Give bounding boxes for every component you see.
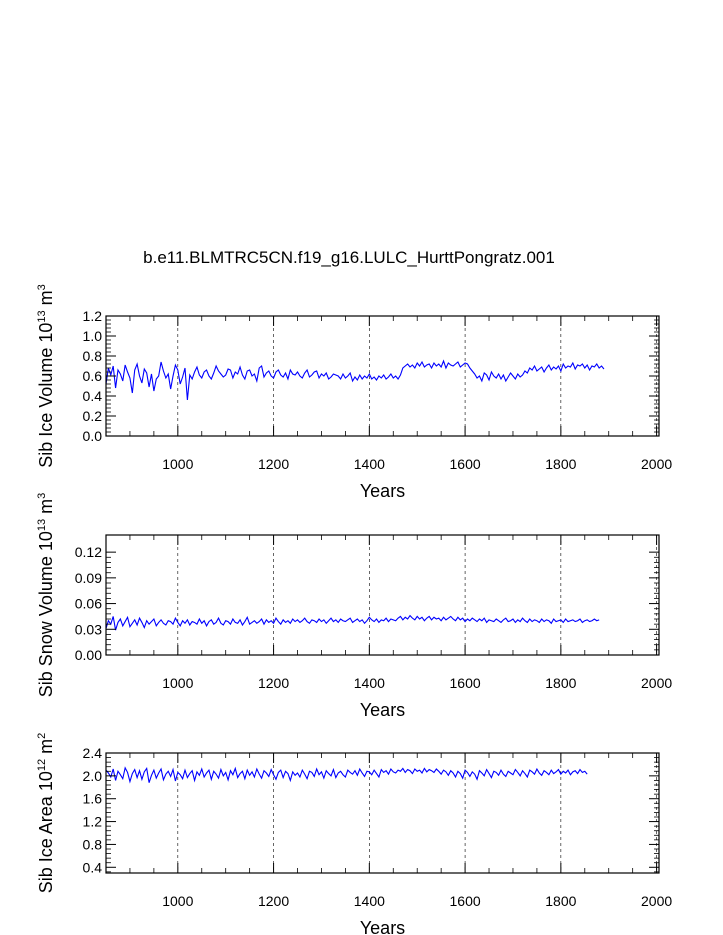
y-tick-label: 1.2: [83, 308, 103, 324]
y-tick-label: 0.4: [83, 859, 103, 875]
x-tick-label: 1800: [545, 456, 576, 472]
y-tick-label: 0.0: [83, 428, 103, 444]
x-tick-label: 1200: [258, 675, 289, 691]
y-axis-label: Sib Ice Volume 1013 m3: [36, 284, 56, 467]
plot-frame: [105, 534, 660, 656]
y-tick-label: 0.2: [83, 408, 103, 424]
y-tick-label: 2.0: [83, 768, 103, 784]
x-tick-label: 1800: [545, 675, 576, 691]
data-series-line: [105, 614, 600, 631]
y-tick-label: 0.8: [83, 836, 103, 852]
x-tick-label: 1600: [450, 893, 481, 909]
x-tick-label: 1000: [162, 675, 193, 691]
x-tick-label: 1800: [545, 893, 576, 909]
x-tick-label: 2000: [641, 675, 672, 691]
x-tick-label: 1000: [162, 893, 193, 909]
x-axis-label: Years: [360, 700, 405, 720]
x-tick-label: 2000: [641, 893, 672, 909]
chart-panels: 1000 1200 1400 1600 1800 20000.00.20.40.60.81…: [36, 284, 672, 935]
y-tick-label: 0.03: [75, 621, 102, 637]
y-tick-label: 0.12: [75, 544, 102, 560]
y-tick-label: 0.06: [75, 596, 102, 612]
y-tick-label: 0.00: [75, 647, 102, 663]
x-axis-label: Years: [360, 481, 405, 501]
x-tick-label: 1400: [354, 893, 385, 909]
y-tick-label: 1.2: [83, 814, 103, 830]
x-tick-label: 1400: [354, 456, 385, 472]
plot-frame: [105, 752, 660, 874]
y-tick-label: 0.09: [75, 570, 102, 586]
x-tick-label: 1600: [450, 456, 481, 472]
x-tick-label: 1600: [450, 675, 481, 691]
y-tick-label: 2.4: [83, 745, 103, 761]
y-tick-label: 0.6: [83, 368, 103, 384]
chart-panel-2: 1000 1200 1400 1600 1800 2000 0.00 0.03 0.06 0.09…: [36, 493, 672, 720]
chart-panel-1: 1000 1200 1400 1600 1800 2000 0.0 0.2 0.4 0.6 0.8 1…: [36, 284, 672, 501]
data-series-line: [105, 766, 588, 784]
x-tick-label: 1400: [354, 675, 385, 691]
y-axis-label: Sib Ice Area 1012 m2: [36, 733, 56, 893]
data-series-line: [105, 359, 605, 401]
y-tick-label: 0.4: [83, 388, 103, 404]
x-tick-label: 1200: [258, 893, 289, 909]
x-tick-label: 2000: [641, 456, 672, 472]
y-axis-label: Sib Snow Volume 1013 m3: [36, 493, 56, 697]
y-tick-label: 1.6: [83, 791, 103, 807]
x-axis-label: Years: [360, 918, 405, 935]
y-tick-label: 0.8: [83, 348, 103, 364]
x-tick-label: 1000: [162, 456, 193, 472]
y-tick-label: 1.0: [83, 328, 103, 344]
chart-panel-3: 1000 1200 1400 1600 1800 2000 0.4 0.8 1.2 1.6 2.0 2…: [36, 733, 672, 935]
x-tick-label: 1200: [258, 456, 289, 472]
figure-title: b.e11.BLMTRC5CN.f19_g16.LULC_HurttPongra…: [143, 248, 555, 267]
